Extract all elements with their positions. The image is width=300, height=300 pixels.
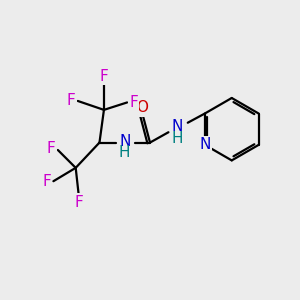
Text: F: F [67,94,76,109]
Text: H: H [119,146,130,160]
Text: H: H [172,131,183,146]
Text: F: F [47,141,56,156]
Text: O: O [136,100,148,115]
Text: N: N [119,134,130,148]
Text: F: F [74,194,83,209]
Text: F: F [129,95,138,110]
Text: N: N [199,137,210,152]
Text: F: F [43,174,51,189]
Text: F: F [100,69,108,84]
Text: N: N [172,119,183,134]
